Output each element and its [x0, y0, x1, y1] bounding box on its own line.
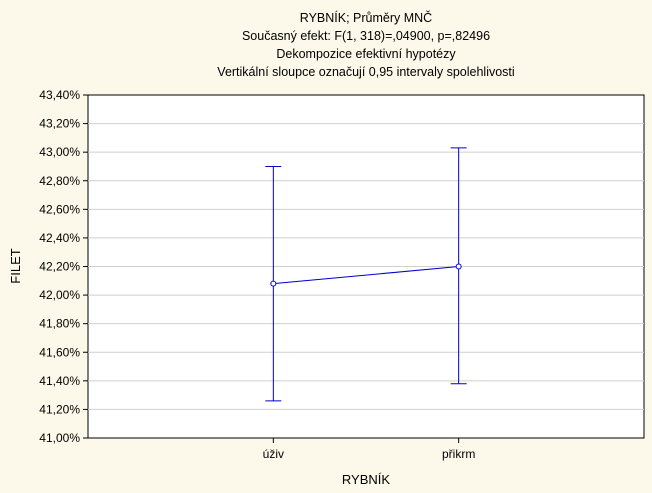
y-tick-label: 41,60%: [39, 345, 80, 359]
y-tick-label: 41,40%: [39, 374, 80, 388]
title-line-1: RYBNÍK; Průměry MNČ: [300, 10, 432, 25]
y-tick-label: 42,00%: [39, 288, 80, 302]
y-tick-label: 43,00%: [39, 145, 80, 159]
x-axis-ticks: úživ přikrm: [263, 438, 475, 461]
title-line-4: Vertikální sloupce označují 0,95 interva…: [217, 65, 514, 79]
y-tick-label: 42,40%: [39, 231, 80, 245]
y-tick-label: 43,40%: [39, 88, 80, 102]
y-tick-label: 41,20%: [39, 402, 80, 416]
series-line: [273, 266, 459, 285]
y-axis-label: FILET: [8, 248, 23, 283]
title-line-2: Současný efekt: F(1, 318)=,04900, p=,824…: [242, 29, 490, 43]
series-layer: [265, 147, 467, 402]
y-tick-label: 42,80%: [39, 174, 80, 188]
chart-title: RYBNÍK; Průměry MNČ Současný efekt: F(1,…: [217, 10, 514, 79]
title-line-3: Dekompozice efektivní hypotézy: [276, 47, 456, 61]
y-tick-label: 42,20%: [39, 260, 80, 274]
y-tick-label: 43,20%: [39, 117, 80, 131]
y-axis-ticks: 41,00% 41,20% 41,40% 41,60% 41,80% 42,00% 42,2…: [39, 88, 88, 445]
x-axis-label: RYBNÍK: [342, 472, 390, 487]
data-point-1: [270, 280, 277, 287]
data-point-2: [455, 263, 462, 270]
x-tick-label: přikrm: [442, 447, 475, 461]
grid-lines: [88, 123, 644, 410]
y-tick-label: 42,60%: [39, 202, 80, 216]
y-tick-label: 41,00%: [39, 431, 80, 445]
y-tick-label: 41,80%: [39, 317, 80, 331]
x-tick-label: úživ: [263, 447, 284, 461]
